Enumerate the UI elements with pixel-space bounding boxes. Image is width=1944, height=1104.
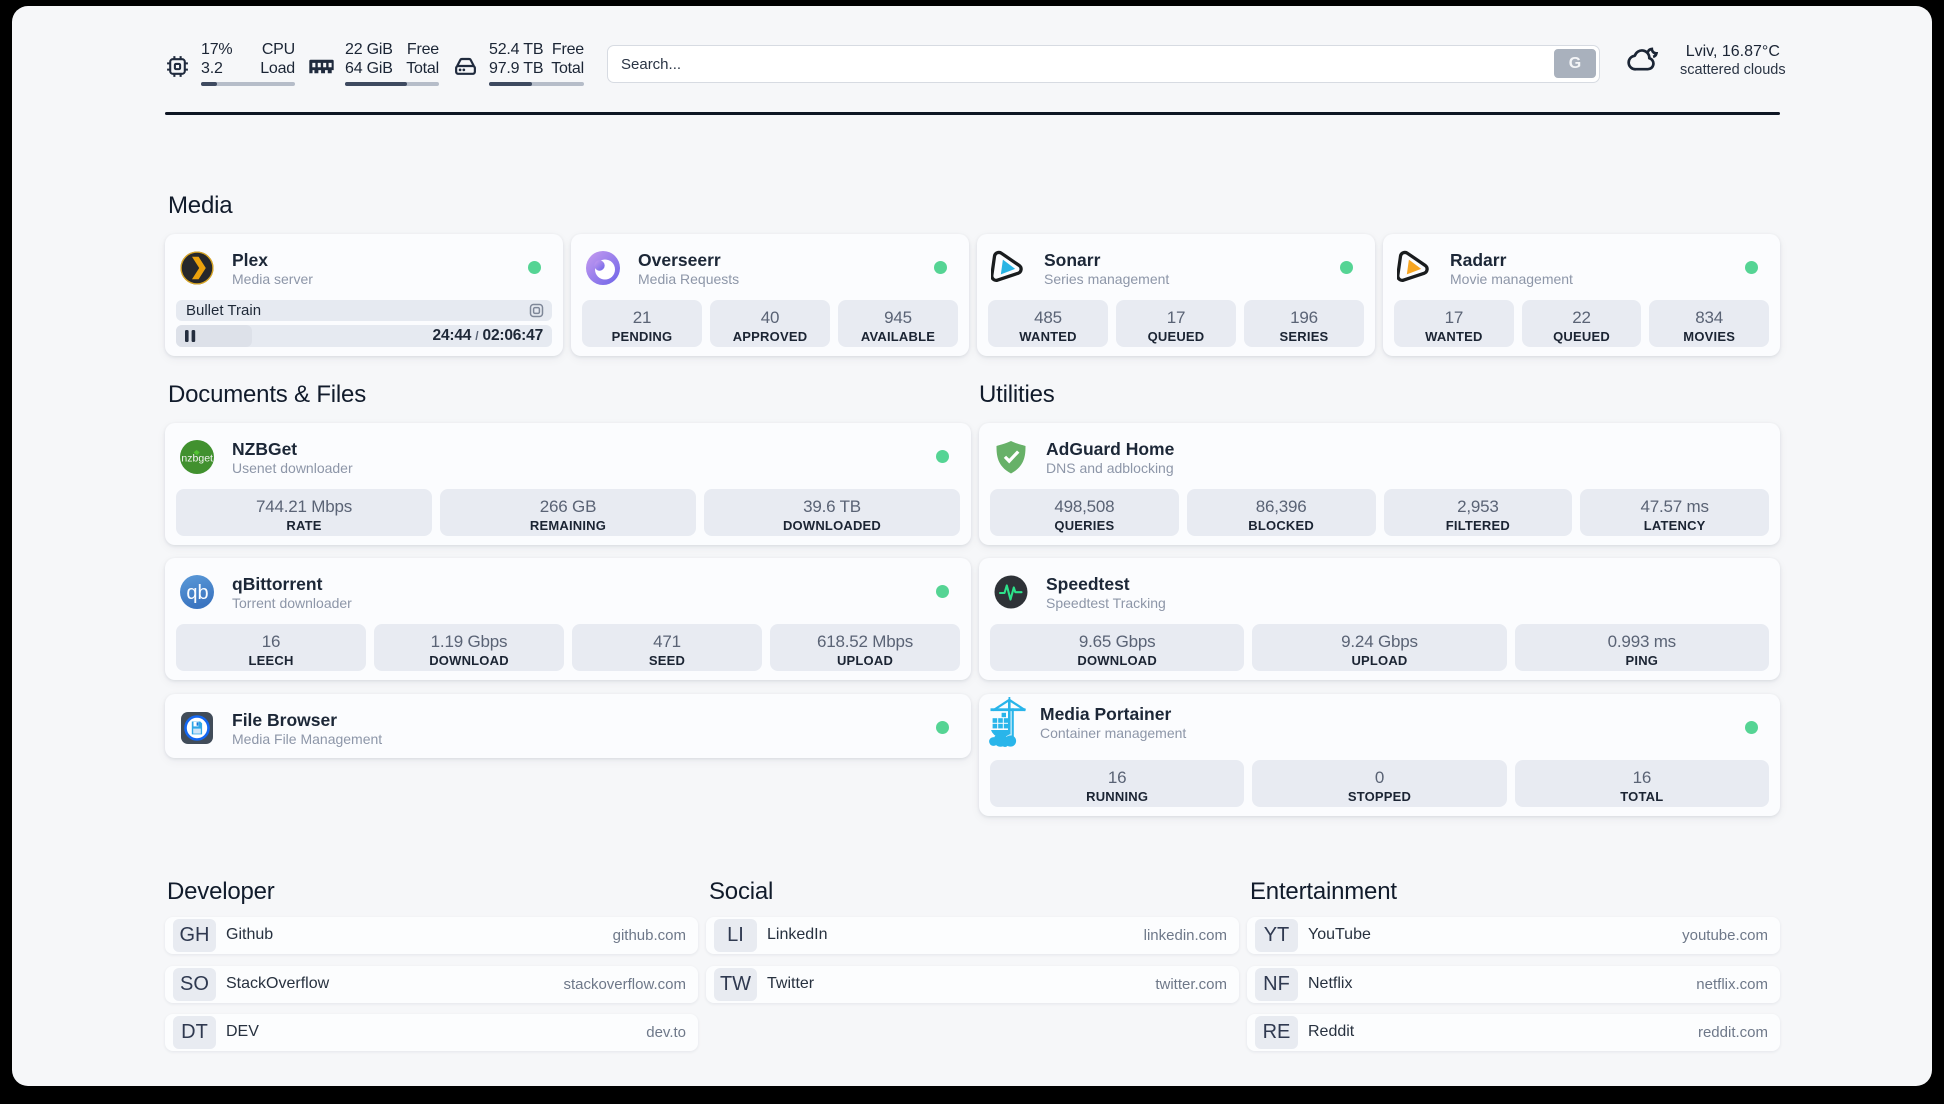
- svg-text:nzbget: nzbget: [181, 453, 213, 465]
- svg-text:qb: qb: [186, 582, 208, 604]
